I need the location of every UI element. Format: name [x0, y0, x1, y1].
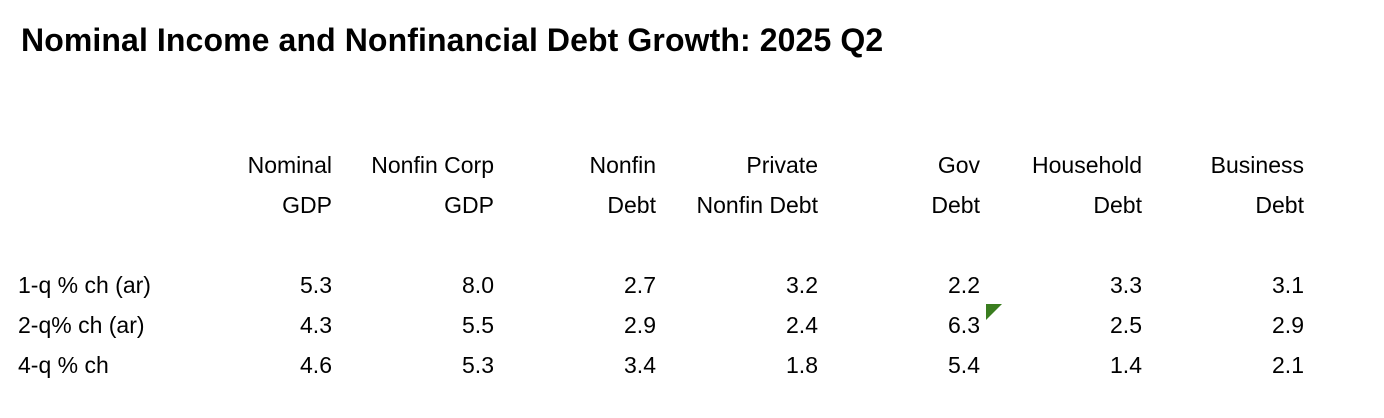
table-cell: 3.2: [786, 272, 818, 298]
column-header-line2: Debt: [1255, 192, 1304, 218]
table-cell: 3.1: [1272, 272, 1304, 298]
column-header-line1: Nonfin Corp: [371, 152, 494, 178]
table-cell: 3.4: [624, 352, 656, 378]
table-cell: 2.1: [1272, 352, 1304, 378]
column-header-line2: Debt: [1093, 192, 1142, 218]
row-label: 4-q % ch: [18, 352, 109, 378]
column-header-line2: GDP: [444, 192, 494, 218]
column-header-line2: Debt: [931, 192, 980, 218]
column-header-line1: Household: [1032, 152, 1142, 178]
column-header-line1: Nominal: [247, 152, 332, 178]
table-cell: 1.8: [786, 352, 818, 378]
table-cell: 3.3: [1110, 272, 1142, 298]
cell-comment-indicator[interactable]: [986, 304, 1002, 320]
table-cell: 2.9: [1272, 312, 1304, 338]
column-header-line1: Private: [746, 152, 818, 178]
row-label: 1-q % ch (ar): [18, 272, 151, 298]
table-cell: 6.3: [948, 312, 980, 338]
table-cell: 2.9: [624, 312, 656, 338]
column-header-line2: GDP: [282, 192, 332, 218]
column-header-line1: Gov: [937, 152, 980, 178]
table-cell: 2.7: [624, 272, 656, 298]
table-cell: 5.4: [948, 352, 980, 378]
table-cell: 5.5: [462, 312, 494, 338]
page-title: Nominal Income and Nonfinancial Debt Gro…: [21, 22, 884, 58]
column-header-line2: Nonfin Debt: [696, 192, 818, 218]
table-cell: 2.5: [1110, 312, 1142, 338]
table-cell: 2.2: [948, 272, 980, 298]
table-cell: 2.4: [786, 312, 818, 338]
row-label: 2-q% ch (ar): [18, 312, 145, 338]
table-cell: 4.3: [300, 312, 332, 338]
table-cell: 5.3: [462, 352, 494, 378]
column-header-line2: Debt: [607, 192, 656, 218]
column-header-line1: Nonfin: [589, 152, 656, 178]
table-cell: 4.6: [300, 352, 332, 378]
table-cell: 8.0: [462, 272, 494, 298]
table-cell: 5.3: [300, 272, 332, 298]
column-header-line1: Business: [1210, 152, 1304, 178]
table-cell: 1.4: [1110, 352, 1142, 378]
